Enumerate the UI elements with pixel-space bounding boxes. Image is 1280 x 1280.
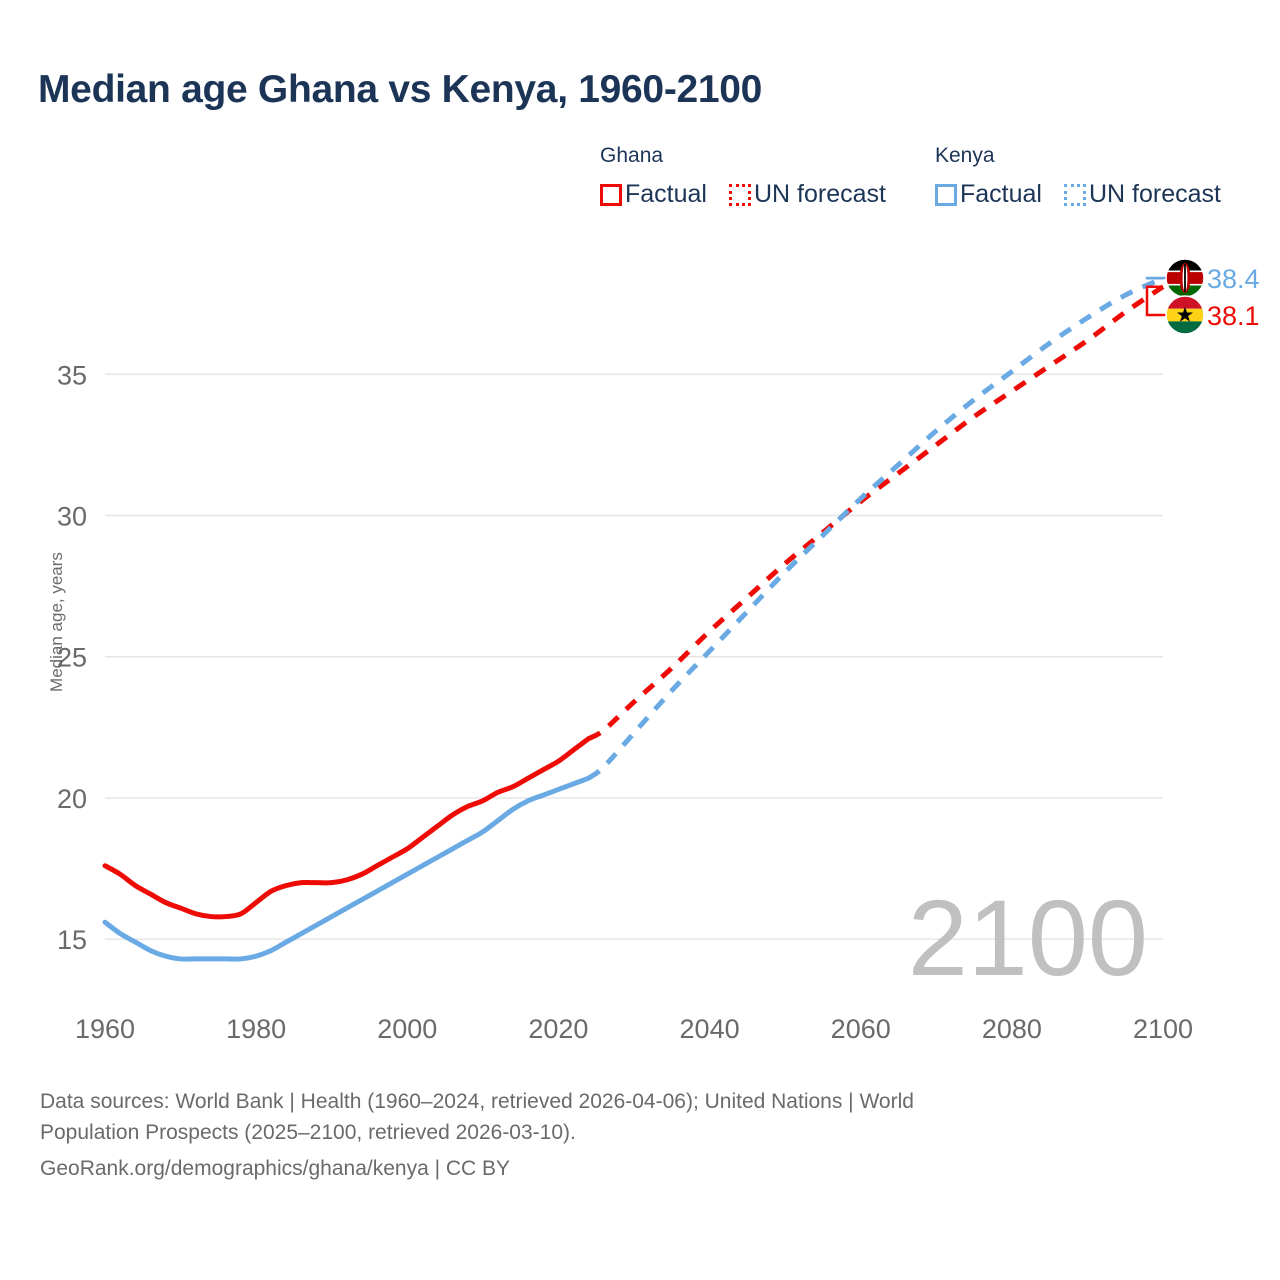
x-tick-label: 2020 [528, 1014, 588, 1044]
watermark-year: 2100 [908, 877, 1148, 998]
legend-group-title-kenya: Kenya [935, 144, 995, 167]
legend-group-ghana: Ghana Factual UN forecast [600, 143, 886, 207]
series-line-forecast-kenya [587, 275, 1165, 781]
chart-legend: Ghana Factual UN forecast Kenya Factual [600, 143, 1260, 223]
y-tick-label: 30 [57, 501, 87, 531]
kenya-end-value-label: 38.4 [1207, 264, 1260, 294]
legend-swatch-dotted-icon [1063, 183, 1086, 206]
legend-item-ghana-forecast[interactable]: UN forecast [728, 180, 886, 208]
ghana-flag-marker [1165, 295, 1205, 335]
leader-line-ghana [1145, 285, 1166, 317]
y-tick-label: 20 [57, 784, 87, 814]
x-tick-label: 1980 [226, 1014, 286, 1044]
ghana-end-value-label: 38.1 [1207, 301, 1260, 331]
x-axis-ticks: 1960 1980 2000 2020 2040 2060 2080 2100 [75, 1014, 1193, 1044]
y-tick-label: 15 [57, 925, 87, 955]
gridlines [105, 373, 1163, 940]
footer: Data sources: World Bank | Health (1960–… [40, 1086, 1240, 1184]
legend-swatch-solid-icon [600, 183, 622, 206]
x-tick-label: 2100 [1133, 1014, 1193, 1044]
page-title: Median age Ghana vs Kenya, 1960-2100 [38, 68, 763, 111]
footer-credit-line: GeoRank.org/demographics/ghana/kenya | C… [40, 1157, 511, 1180]
legend-item-label: UN forecast [1088, 180, 1221, 208]
legend-item-ghana-factual[interactable]: Factual [600, 182, 707, 207]
legend-group-kenya: Kenya Factual UN forecast [935, 143, 1221, 207]
series-lines [102, 275, 1165, 962]
legend-item-kenya-forecast[interactable]: UN forecast [1063, 180, 1221, 208]
x-tick-label: 2040 [680, 1014, 740, 1044]
y-axis-ticks: 15 20 25 30 35 [57, 360, 87, 955]
legend-group-title-ghana: Ghana [600, 144, 664, 167]
plot-area: 15 20 25 30 35 1960 1980 2000 2020 2040 2060 2080 2… [57, 258, 1260, 1044]
footer-data-sources-line2: Population Prospects (2025–2100, retriev… [40, 1121, 576, 1144]
x-tick-label: 2000 [377, 1014, 437, 1044]
x-tick-label: 2060 [831, 1014, 891, 1044]
legend-item-kenya-factual[interactable]: Factual [935, 182, 1042, 207]
x-tick-label: 1960 [75, 1014, 135, 1044]
legend-item-label: Factual [625, 180, 707, 208]
y-tick-label: 25 [57, 643, 87, 673]
legend-item-label: Factual [960, 180, 1042, 208]
legend-items-ghana: Factual UN forecast [600, 182, 886, 207]
y-tick-label: 35 [57, 360, 87, 390]
legend-swatch-dotted-icon [728, 183, 751, 206]
series-line-forecast-ghana [587, 284, 1165, 741]
series-line-factual-kenya [102, 775, 592, 962]
kenya-flag-marker [1165, 258, 1205, 298]
x-tick-label: 2080 [982, 1014, 1042, 1044]
leader-lines [1145, 276, 1166, 317]
legend-swatch-solid-icon [935, 183, 957, 206]
legend-items-kenya: Factual UN forecast [935, 182, 1221, 207]
series-line-factual-ghana [102, 736, 592, 920]
footer-data-sources-line1: Data sources: World Bank | Health (1960–… [40, 1090, 914, 1113]
legend-item-label: UN forecast [753, 180, 886, 208]
